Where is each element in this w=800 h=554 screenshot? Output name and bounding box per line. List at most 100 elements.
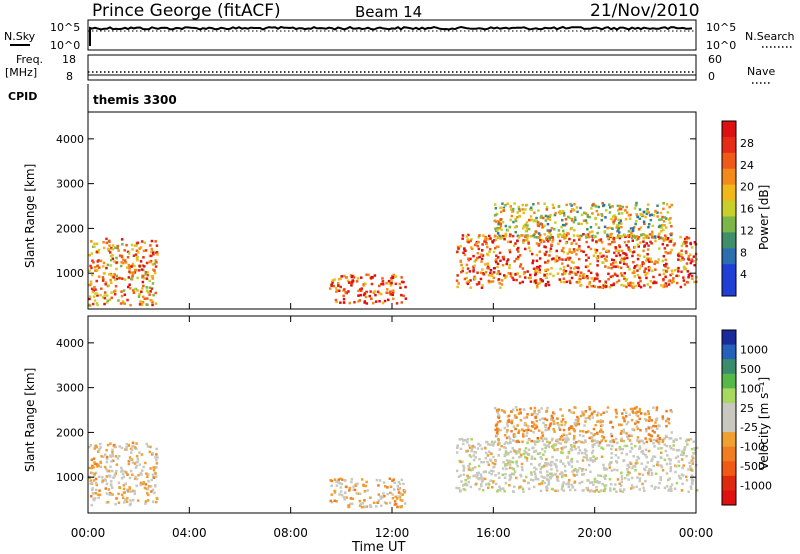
heatmap-cell: [560, 423, 563, 427]
heatmap-cell: [636, 461, 639, 465]
heatmap-cell: [508, 234, 512, 238]
heatmap-cell: [551, 445, 554, 448]
heatmap-cell: [105, 237, 108, 241]
heatmap-cell: [568, 248, 571, 251]
heatmap-cell: [473, 446, 476, 449]
heatmap-cell: [538, 243, 541, 246]
heatmap-cell: [502, 467, 505, 470]
heatmap-cell: [563, 272, 567, 275]
heatmap-cell: [561, 262, 564, 265]
heatmap-cell: [129, 469, 133, 473]
heatmap-cell: [595, 249, 599, 252]
heatmap-cell: [543, 202, 546, 205]
heatmap-cell: [492, 250, 496, 254]
heatmap-cell: [373, 274, 377, 277]
noise-tick-left-bottom: 10^0: [50, 39, 80, 52]
heatmap-cell: [645, 455, 648, 459]
heatmap-cell: [601, 420, 604, 423]
heatmap-cell: [601, 202, 604, 205]
heatmap-cell: [508, 484, 511, 487]
heatmap-cell: [569, 281, 572, 285]
y-tick-label: 3000: [56, 178, 84, 191]
heatmap-cell: [488, 471, 491, 474]
heatmap-cell: [523, 423, 526, 426]
heatmap-cell: [525, 459, 529, 462]
heatmap-cell: [136, 255, 139, 259]
heatmap-cell: [337, 284, 340, 287]
heatmap-cell: [561, 414, 564, 417]
heatmap-cell: [110, 480, 113, 483]
heatmap-cell: [605, 249, 609, 253]
heatmap-cell: [115, 463, 119, 466]
heatmap-cell: [356, 277, 360, 280]
heatmap-cell: [90, 471, 93, 474]
heatmap-cell: [402, 294, 405, 298]
heatmap-cell: [627, 214, 631, 217]
heatmap-cell: [647, 426, 651, 430]
heatmap-cell: [645, 427, 648, 431]
heatmap-cell: [537, 464, 541, 467]
heatmap-cell: [634, 284, 637, 288]
heatmap-cell: [518, 485, 521, 489]
heatmap-cell: [545, 488, 549, 492]
heatmap-cell: [544, 268, 547, 272]
heatmap-cell: [150, 250, 153, 254]
heatmap-cell: [669, 447, 673, 450]
heatmap-cell: [89, 482, 92, 485]
heatmap-cell: [514, 242, 517, 245]
heatmap-cell: [615, 415, 618, 419]
heatmap-cell: [658, 247, 661, 250]
heatmap-cell: [647, 236, 650, 239]
heatmap-cell: [645, 429, 648, 433]
colorbar-tick-label: 25: [740, 402, 754, 415]
heatmap-cell: [99, 259, 103, 263]
heatmap-cell: [625, 253, 628, 257]
heatmap-cell: [590, 439, 594, 443]
heatmap-cell: [340, 482, 344, 486]
heatmap-cell: [642, 237, 645, 240]
heatmap-cell: [120, 466, 123, 470]
heatmap-cell: [533, 235, 537, 239]
heatmap-cell: [633, 271, 636, 274]
heatmap-cell: [643, 269, 646, 273]
heatmap-cell: [664, 449, 668, 453]
heatmap-cell: [662, 224, 665, 227]
colorbar-segment: [722, 490, 736, 506]
heatmap-cell: [530, 455, 534, 458]
heatmap-cell: [567, 451, 571, 455]
heatmap-cell: [343, 274, 346, 278]
heatmap-cell: [141, 264, 145, 267]
heatmap-cell: [552, 274, 555, 278]
heatmap-cell: [626, 234, 630, 237]
heatmap-cell: [690, 478, 693, 481]
heatmap-cell: [538, 257, 542, 260]
heatmap-cell: [529, 407, 533, 410]
heatmap-cell: [478, 255, 481, 259]
heatmap-cell: [647, 244, 650, 247]
heatmap-cell: [652, 424, 655, 428]
heatmap-cell: [575, 242, 578, 245]
heatmap-cell: [377, 484, 380, 487]
heatmap-cell: [477, 442, 480, 446]
heatmap-cell: [543, 224, 546, 228]
heatmap-cell: [548, 441, 551, 444]
heatmap-cell: [378, 284, 381, 288]
beam-label: Beam 14: [355, 3, 422, 21]
heatmap-cell: [118, 445, 121, 448]
heatmap-cell: [617, 234, 620, 237]
colorbar-tick-label: 20: [740, 181, 754, 194]
heatmap-cell: [539, 467, 542, 471]
heatmap-cell: [677, 252, 681, 255]
heatmap-cell: [508, 460, 512, 463]
heatmap-cell: [88, 303, 91, 307]
heatmap-cell: [129, 277, 133, 281]
heatmap-cell: [660, 230, 663, 233]
heatmap-cell: [525, 428, 528, 432]
heatmap-cell: [384, 485, 387, 488]
heatmap-cell: [130, 451, 133, 454]
heatmap-cell: [343, 498, 346, 501]
heatmap-cell: [665, 409, 668, 413]
heatmap-cell: [627, 437, 630, 440]
heatmap-cell: [468, 462, 472, 466]
